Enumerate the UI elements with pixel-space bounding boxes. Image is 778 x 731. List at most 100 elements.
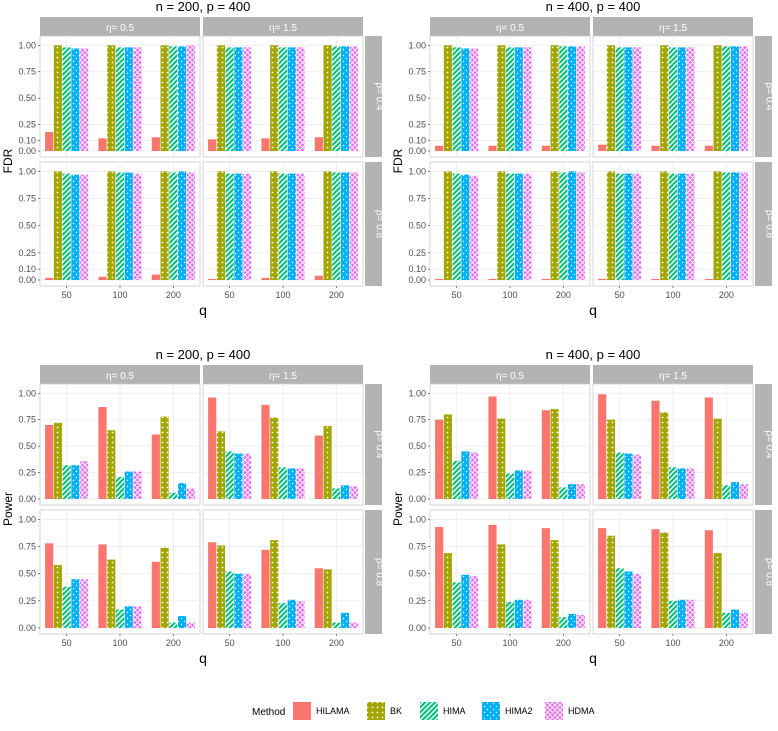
- bar-hdma: [296, 600, 305, 628]
- bar-hima2: [568, 171, 577, 280]
- bar-bk: [660, 171, 669, 280]
- bar-hima2: [568, 484, 577, 499]
- bar-hima: [278, 467, 288, 499]
- col-strip-label: η= 0.5: [496, 23, 525, 34]
- x-tick-label: 200: [329, 290, 344, 300]
- bar-hima: [559, 487, 568, 499]
- panel-r1-c1: [592, 161, 754, 287]
- bar-bk: [497, 418, 506, 499]
- bar-hima: [115, 609, 125, 628]
- bar-hdma: [470, 575, 479, 628]
- bar-hima: [722, 485, 731, 499]
- row-strip: [755, 384, 772, 505]
- bar-hilama: [704, 145, 713, 151]
- x-tick-label: 50: [225, 638, 235, 648]
- row-strip-label: ρ= 0.4: [374, 430, 385, 459]
- bar-hima: [559, 617, 568, 628]
- bar-hima: [505, 173, 515, 280]
- bar-hilama: [151, 274, 160, 280]
- y-tick-label: 0.10: [18, 135, 36, 145]
- bar-hima: [722, 46, 731, 151]
- bar-bk: [270, 45, 279, 151]
- y-tick-label: 0.00: [18, 146, 36, 156]
- bar-bk: [550, 171, 559, 280]
- bar-hima: [332, 488, 341, 499]
- bar-hima: [559, 46, 568, 151]
- bar-hima: [62, 47, 71, 151]
- bar-hdma: [470, 48, 479, 152]
- col-strip-label: η= 0.5: [106, 371, 135, 382]
- y-tick-label: 0.50: [18, 93, 36, 103]
- bar-hima: [668, 47, 678, 151]
- bar-hilama: [598, 144, 607, 151]
- row-strip: [755, 162, 772, 286]
- bar-bk: [160, 547, 169, 628]
- y-tick-label: 0.00: [18, 623, 36, 633]
- bar-hilama: [98, 276, 107, 280]
- row-strip-label: ρ= 0.8: [764, 210, 775, 239]
- chart-3: n = 200, p = 400 η= 0.5 η= 1.5 0.00 0.25 0.50…: [1, 347, 385, 666]
- bar-bk: [216, 431, 225, 499]
- bar-hima: [169, 172, 178, 280]
- chart-title: n = 200, p = 400: [156, 347, 251, 362]
- panel-r0-c1: [592, 35, 754, 158]
- y-tick-label: 0.75: [18, 415, 36, 425]
- bar-hdma: [80, 48, 89, 152]
- bar-bk: [713, 418, 722, 499]
- bar-hilama: [208, 278, 217, 280]
- chart-title: n = 400, p = 400: [546, 0, 641, 14]
- bar-hdma: [243, 173, 252, 280]
- bar-hdma: [133, 47, 142, 151]
- chart-title: n = 200, p = 400: [156, 0, 251, 14]
- bar-hdma: [243, 47, 252, 151]
- bar-hilama: [488, 145, 497, 151]
- y-tick-label: 0.50: [408, 569, 426, 579]
- bar-hilama: [704, 397, 713, 499]
- x-axis-label: q: [589, 302, 597, 318]
- bar-hdma: [523, 47, 532, 151]
- bar-hima2: [124, 606, 133, 628]
- x-tick-label: 50: [62, 638, 72, 648]
- y-tick-label: 0.50: [18, 441, 36, 451]
- x-axis-label: q: [199, 302, 207, 318]
- bar-hima2: [341, 172, 350, 280]
- bar-hima: [169, 492, 178, 499]
- bar-bk: [270, 417, 279, 499]
- bar-hima2: [461, 574, 470, 628]
- x-tick-label: 200: [166, 290, 181, 300]
- bar-hilama: [151, 561, 160, 628]
- bar-bk: [497, 171, 506, 280]
- bar-hilama: [314, 137, 323, 151]
- legend-label: HDMA: [568, 706, 595, 716]
- bar-hdma: [186, 488, 195, 499]
- bar-bk: [443, 171, 452, 280]
- bar-hima2: [178, 616, 187, 628]
- legend-label: HIMA2: [505, 706, 533, 716]
- bar-hdma: [576, 46, 585, 151]
- bar-bk: [606, 419, 615, 499]
- bar-hima2: [287, 173, 296, 280]
- bar-bk: [660, 45, 669, 151]
- bar-bk: [497, 45, 506, 151]
- row-strip-label: ρ= 0.4: [764, 82, 775, 111]
- bar-hima2: [461, 174, 470, 280]
- y-tick-label: 0.00: [408, 275, 426, 285]
- bar-bk: [107, 430, 116, 499]
- y-tick-label: 0.25: [408, 120, 426, 130]
- bar-hima: [505, 601, 515, 628]
- bar-bk: [270, 171, 279, 280]
- bar-hdma: [686, 173, 695, 280]
- bar-hima2: [124, 471, 133, 499]
- bar-hima: [668, 600, 678, 628]
- bar-hdma: [296, 468, 305, 499]
- bar-hilama: [208, 542, 217, 628]
- bar-bk: [160, 45, 169, 151]
- bar-hima: [278, 47, 288, 151]
- bar-hdma: [686, 468, 695, 499]
- legend-key-hima: [420, 702, 438, 720]
- bar-bk: [606, 535, 615, 628]
- y-axis-label: FDR: [1, 148, 15, 173]
- col-strip-label: η= 0.5: [106, 23, 135, 34]
- y-tick-label: 0.75: [18, 194, 36, 204]
- row-strip: [755, 36, 772, 157]
